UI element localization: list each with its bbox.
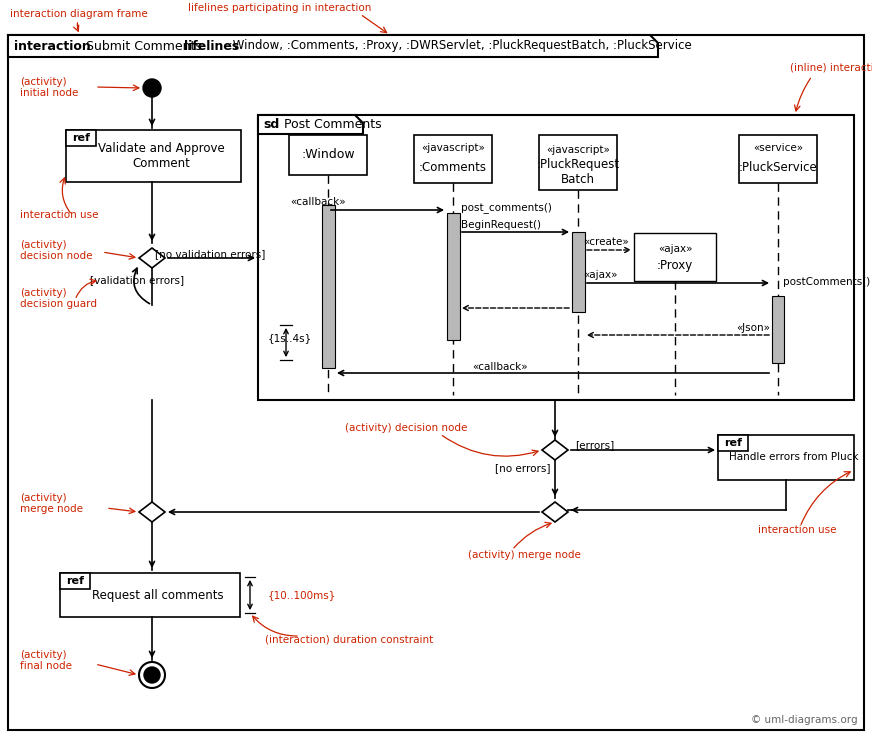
Text: final node: final node xyxy=(20,661,72,671)
Bar xyxy=(66,130,96,146)
Text: «javascript»: «javascript» xyxy=(546,145,610,155)
Text: :Window, :Comments, :Proxy, :DWRServlet, :PluckRequestBatch, :PluckService: :Window, :Comments, :Proxy, :DWRServlet,… xyxy=(225,39,691,53)
Text: :Proxy: :Proxy xyxy=(657,258,693,272)
Circle shape xyxy=(143,79,161,97)
Text: (activity): (activity) xyxy=(20,288,66,298)
Text: (activity): (activity) xyxy=(20,493,66,503)
Polygon shape xyxy=(542,502,568,522)
Polygon shape xyxy=(139,502,165,522)
Bar xyxy=(414,135,492,183)
Text: {10..100ms}: {10..100ms} xyxy=(268,590,337,600)
Bar xyxy=(66,130,241,182)
Bar xyxy=(446,213,460,340)
Text: (activity) decision node: (activity) decision node xyxy=(345,423,467,433)
Text: initial node: initial node xyxy=(20,88,78,98)
Text: (interaction) duration constraint: (interaction) duration constraint xyxy=(265,635,433,645)
Text: (activity): (activity) xyxy=(20,240,66,250)
Text: [no validation errors]: [no validation errors] xyxy=(155,249,265,259)
Bar xyxy=(739,135,817,183)
Bar xyxy=(60,573,240,617)
Text: :Window: :Window xyxy=(301,149,355,161)
Bar xyxy=(258,115,854,400)
Text: decision node: decision node xyxy=(20,251,92,261)
Text: ref: ref xyxy=(72,133,90,143)
Text: interaction use: interaction use xyxy=(758,525,836,535)
Text: [errors]: [errors] xyxy=(575,440,614,450)
Bar xyxy=(60,573,90,589)
Text: interaction diagram frame: interaction diagram frame xyxy=(10,9,147,19)
Text: {1s..4s}: {1s..4s} xyxy=(268,333,312,343)
Text: lifelines participating in interaction: lifelines participating in interaction xyxy=(188,3,371,13)
Text: Request all comments: Request all comments xyxy=(92,588,223,602)
Text: «service»: «service» xyxy=(753,144,803,153)
Bar xyxy=(289,135,367,175)
Bar xyxy=(718,435,748,451)
Text: «callback»: «callback» xyxy=(290,197,345,207)
Text: sd: sd xyxy=(263,118,279,131)
Text: ref: ref xyxy=(66,576,84,586)
Text: :PluckRequest
Batch: :PluckRequest Batch xyxy=(536,158,620,186)
Text: «ajax»: «ajax» xyxy=(583,270,617,280)
Circle shape xyxy=(139,662,165,688)
Polygon shape xyxy=(8,35,658,57)
Text: (activity): (activity) xyxy=(20,77,66,87)
Text: Validate and Approve
Comment: Validate and Approve Comment xyxy=(98,142,224,170)
Bar xyxy=(718,435,854,480)
Polygon shape xyxy=(139,248,165,268)
Text: interaction: interaction xyxy=(14,39,91,53)
Text: «javascript»: «javascript» xyxy=(421,144,485,153)
Text: [validation errors]: [validation errors] xyxy=(90,275,184,285)
Polygon shape xyxy=(258,115,363,134)
Text: [no errors]: [no errors] xyxy=(494,463,550,473)
Text: :Comments: :Comments xyxy=(419,161,487,174)
Text: ref: ref xyxy=(724,438,742,448)
Text: (activity): (activity) xyxy=(20,650,66,660)
Text: :PluckService: :PluckService xyxy=(739,161,817,174)
Polygon shape xyxy=(542,440,568,460)
Bar xyxy=(539,135,617,190)
Circle shape xyxy=(144,667,160,683)
Text: «Json»: «Json» xyxy=(736,323,770,333)
Text: «ajax»: «ajax» xyxy=(657,244,692,254)
Text: Post Comments: Post Comments xyxy=(280,118,382,131)
Text: © uml-diagrams.org: © uml-diagrams.org xyxy=(752,715,858,725)
Bar xyxy=(322,205,335,368)
Text: decision guard: decision guard xyxy=(20,299,97,309)
Text: post_comments(): post_comments() xyxy=(461,203,552,213)
Text: Submit Comments: Submit Comments xyxy=(82,39,206,53)
Bar xyxy=(772,296,784,363)
Bar xyxy=(634,233,716,281)
Text: BeginRequest(): BeginRequest() xyxy=(461,220,541,230)
Text: (activity) merge node: (activity) merge node xyxy=(468,550,581,560)
Text: merge node: merge node xyxy=(20,504,83,514)
Text: «callback»: «callback» xyxy=(472,362,528,372)
Text: interaction use: interaction use xyxy=(20,210,99,220)
Text: «create»: «create» xyxy=(583,237,629,247)
Text: postComments(): postComments() xyxy=(783,277,870,287)
Text: lifelines: lifelines xyxy=(184,39,239,53)
Text: (inline) interaction: (inline) interaction xyxy=(790,63,872,73)
Text: Handle errors from Pluck: Handle errors from Pluck xyxy=(729,452,858,462)
Bar xyxy=(571,232,584,312)
